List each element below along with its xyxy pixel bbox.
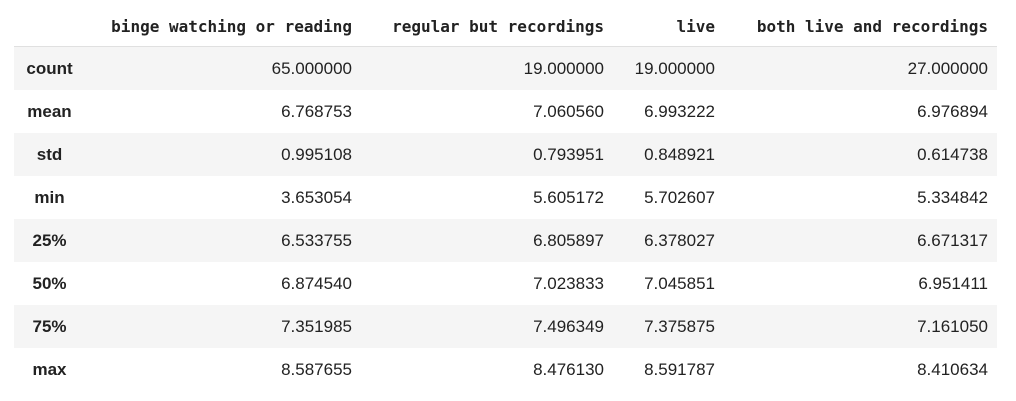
column-header: regular but recordings (361, 6, 613, 47)
table-cell: 7.161050 (917, 316, 988, 336)
table-cell: 6.805897 (533, 230, 604, 250)
table-row: 50% 6.874540 7.023833 7.045851 6.951411 (14, 262, 997, 305)
table-cell: 7.045851 (644, 273, 715, 293)
table-cell: 5.702607 (644, 187, 715, 207)
table-header: binge watching or reading regular but re… (14, 6, 997, 47)
table-row: count 65.000000 19.000000 19.000000 27.0… (14, 46, 997, 90)
header-row: binge watching or reading regular but re… (14, 6, 997, 47)
table-row: std 0.995108 0.793951 0.848921 0.614738 (14, 133, 997, 176)
table-cell: 7.351985 (281, 316, 352, 336)
row-label: min (34, 187, 65, 207)
table-cell: 7.060560 (533, 101, 604, 121)
table-row: 25% 6.533755 6.805897 6.378027 6.671317 (14, 219, 997, 262)
row-label: mean (27, 101, 72, 121)
table-cell: 6.768753 (281, 101, 352, 121)
table-cell: 6.533755 (281, 230, 352, 250)
table-cell: 6.976894 (917, 101, 988, 121)
row-label: max (32, 359, 67, 379)
table-cell: 7.496349 (533, 316, 604, 336)
column-header: binge watching or reading (85, 6, 361, 47)
table-cell: 5.334842 (917, 187, 988, 207)
table-cell: 7.023833 (533, 273, 604, 293)
table-cell: 0.995108 (281, 144, 352, 164)
row-label: std (36, 144, 63, 164)
row-label: count (26, 58, 73, 78)
table-row: mean 6.768753 7.060560 6.993222 6.976894 (14, 90, 997, 133)
table-row: min 3.653054 5.605172 5.702607 5.334842 (14, 176, 997, 219)
table-cell: 0.793951 (533, 144, 604, 164)
table-cell: 6.874540 (281, 273, 352, 293)
table-cell: 8.591787 (644, 359, 715, 379)
table-cell: 0.848921 (644, 144, 715, 164)
table-cell: 6.378027 (644, 230, 715, 250)
table-cell: 5.605172 (533, 187, 604, 207)
column-header: both live and recordings (724, 6, 997, 47)
dataframe-table: binge watching or reading regular but re… (14, 6, 997, 391)
table-cell: 6.671317 (917, 230, 988, 250)
table-cell: 3.653054 (281, 187, 352, 207)
row-label: 25% (32, 230, 67, 250)
table-cell: 8.587655 (281, 359, 352, 379)
table-body: count 65.000000 19.000000 19.000000 27.0… (14, 46, 997, 391)
table-row: 75% 7.351985 7.496349 7.375875 7.161050 (14, 305, 997, 348)
table-cell: 6.993222 (644, 101, 715, 121)
table-cell: 0.614738 (917, 144, 988, 164)
table-cell: 19.000000 (523, 58, 604, 78)
column-header: live (613, 6, 724, 47)
table-cell: 6.951411 (918, 273, 988, 293)
row-label: 75% (32, 316, 67, 336)
row-label: 50% (32, 273, 67, 293)
table-cell: 65.000000 (271, 58, 352, 78)
index-header (14, 6, 85, 47)
table-cell: 19.000000 (634, 58, 715, 78)
table-cell: 7.375875 (644, 316, 715, 336)
table-cell: 8.410634 (917, 359, 988, 379)
table-row: max 8.587655 8.476130 8.591787 8.410634 (14, 348, 997, 391)
table-cell: 8.476130 (533, 359, 604, 379)
table-cell: 27.000000 (907, 58, 988, 78)
